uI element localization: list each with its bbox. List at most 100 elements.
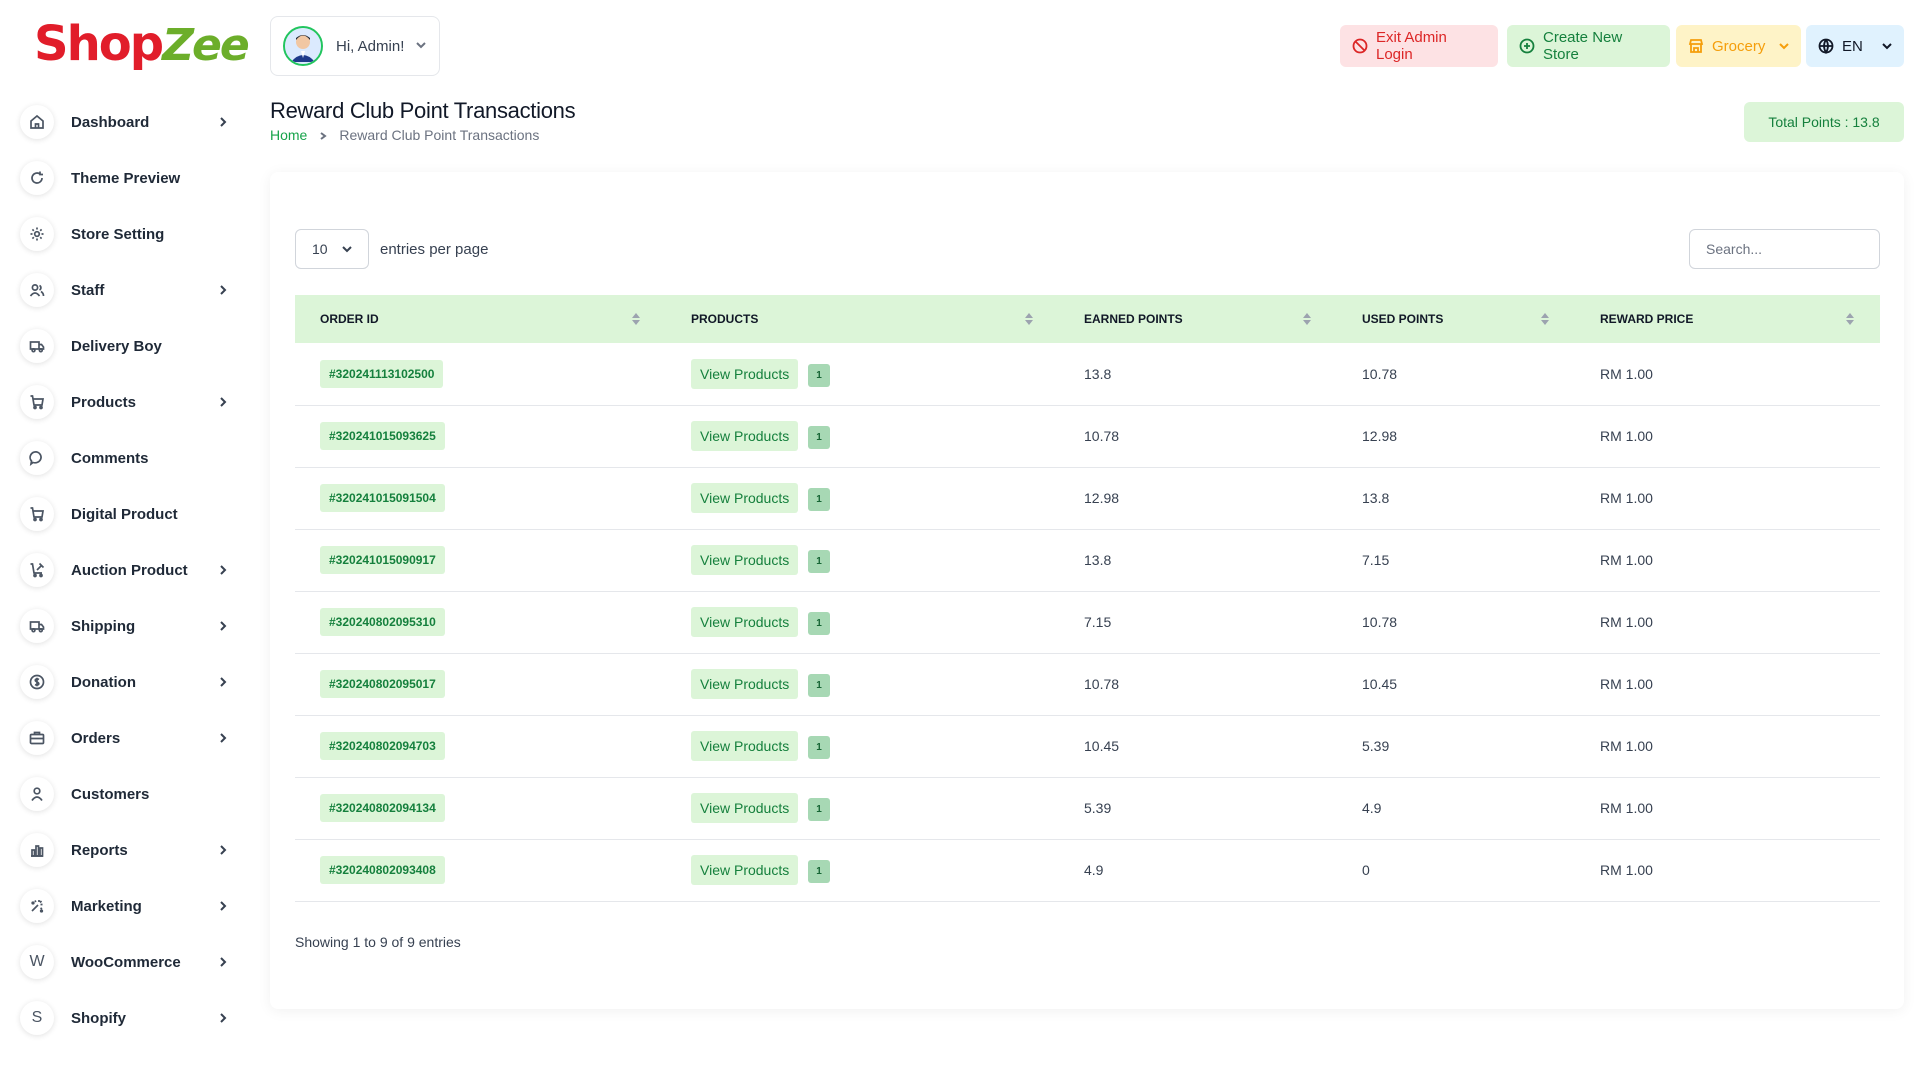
order-id-link[interactable]: #320240802095017 bbox=[320, 670, 445, 698]
shopify-icon: S bbox=[20, 1001, 54, 1035]
products-cell: View Products 1 bbox=[666, 839, 1059, 901]
chevron-down-icon bbox=[341, 246, 352, 253]
shopzee-logo[interactable]: Shop Zee bbox=[34, 16, 250, 76]
product-count-badge: 1 bbox=[808, 673, 830, 697]
ban-icon bbox=[1352, 38, 1368, 54]
earned-points-cell: 13.8 bbox=[1084, 552, 1112, 568]
exit-admin-login-button[interactable]: Exit Admin Login bbox=[1340, 25, 1498, 67]
column-header-reward-price[interactable]: REWARD PRICE bbox=[1575, 295, 1880, 343]
products-cell: View Products 1 bbox=[666, 467, 1059, 529]
table-row: #320241015090917 View Products 1 13.8 7.15 RM… bbox=[295, 529, 1880, 591]
search-input[interactable] bbox=[1689, 229, 1880, 269]
language-dropdown[interactable]: EN bbox=[1806, 25, 1904, 67]
user-menu[interactable]: Hi, Admin! bbox=[270, 16, 440, 76]
sidebar-item-woocommerce[interactable]: W WooCommerce bbox=[20, 934, 230, 990]
sort-icon bbox=[1846, 313, 1854, 325]
products-cell: View Products 1 bbox=[666, 653, 1059, 715]
used-points-cell: 12.98 bbox=[1362, 428, 1398, 444]
view-products-button[interactable]: View Products bbox=[691, 607, 799, 637]
order-id-cell: #320240802093408 bbox=[295, 839, 666, 901]
column-header-earned-points[interactable]: EARNED POINTS bbox=[1059, 295, 1337, 343]
reward-price-cell: RM 1.00 bbox=[1600, 614, 1653, 630]
view-products-button[interactable]: View Products bbox=[691, 855, 799, 885]
table-row: #320240802093408 View Products 1 4.9 0 RM 1.0… bbox=[295, 839, 1880, 901]
order-id-link[interactable]: #320240802094134 bbox=[320, 794, 445, 822]
order-id-cell: #320241015093625 bbox=[295, 405, 666, 467]
store-name: Grocery bbox=[1712, 37, 1766, 55]
sidebar-item-marketing[interactable]: Marketing bbox=[20, 878, 230, 934]
table-info: Showing 1 to 9 of 9 entries bbox=[295, 934, 461, 950]
view-products-button[interactable]: View Products bbox=[691, 358, 799, 389]
chevron-down-icon bbox=[1779, 41, 1789, 51]
chevron-right-icon bbox=[216, 730, 230, 746]
order-id-link[interactable]: #320241015091504 bbox=[320, 484, 445, 512]
product-count-badge: 1 bbox=[808, 859, 830, 883]
entries-per-page-select[interactable]: 10 bbox=[295, 229, 369, 269]
reward-price-cell: RM 1.00 bbox=[1600, 552, 1653, 568]
used-points-cell: 10.45 bbox=[1362, 676, 1398, 692]
used-points-cell: 10.78 bbox=[1362, 365, 1398, 382]
sidebar-item-label: Dashboard bbox=[71, 113, 150, 131]
order-id-link[interactable]: #320240802095310 bbox=[320, 608, 445, 636]
sidebar-item-delivery-boy[interactable]: Delivery Boy bbox=[20, 318, 230, 374]
order-id-cell: #320240802094703 bbox=[295, 715, 666, 777]
view-products-button[interactable]: View Products bbox=[691, 793, 799, 823]
product-count-badge: 1 bbox=[808, 735, 830, 759]
order-id-link[interactable]: #320241113102500 bbox=[320, 359, 444, 388]
earned-points-cell: 10.78 bbox=[1084, 428, 1120, 444]
earned-points-cell: 13.8 bbox=[1084, 365, 1112, 382]
chevron-down-icon bbox=[1882, 41, 1892, 51]
store-switcher-dropdown[interactable]: Grocery bbox=[1676, 25, 1801, 67]
sidebar-item-products[interactable]: Products bbox=[20, 374, 230, 430]
view-products-button[interactable]: View Products bbox=[691, 483, 799, 513]
products-cell: View Products 1 bbox=[666, 405, 1059, 467]
column-header-used-points[interactable]: USED POINTS bbox=[1337, 295, 1575, 343]
sidebar-item-reports[interactable]: Reports bbox=[20, 822, 230, 878]
breadcrumb-home-link[interactable]: Home bbox=[270, 127, 308, 143]
view-products-button[interactable]: View Products bbox=[691, 669, 799, 699]
view-products-button[interactable]: View Products bbox=[691, 545, 799, 575]
products-cell: View Products 1 bbox=[666, 529, 1059, 591]
sidebar-item-store-setting[interactable]: Store Setting bbox=[20, 206, 230, 262]
column-header-products[interactable]: PRODUCTS bbox=[666, 295, 1059, 343]
page-title: Reward Club Point Transactions bbox=[270, 98, 576, 123]
order-id-link[interactable]: #320241015093625 bbox=[320, 422, 445, 450]
column-header-label: PRODUCTS bbox=[691, 312, 759, 326]
sidebar-item-dashboard[interactable]: Dashboard bbox=[20, 94, 230, 150]
column-header-label: REWARD PRICE bbox=[1600, 312, 1694, 326]
used-points-cell: 4.9 bbox=[1362, 800, 1382, 816]
used-points-cell: 0 bbox=[1362, 862, 1370, 878]
chevron-down-icon bbox=[416, 37, 427, 55]
sidebar-item-staff[interactable]: Staff bbox=[20, 262, 230, 318]
chevron-right-icon bbox=[216, 842, 230, 858]
user-greeting: Hi, Admin! bbox=[336, 37, 405, 55]
chevron-right-icon bbox=[216, 394, 230, 410]
order-id-link[interactable]: #320241015090917 bbox=[320, 546, 445, 574]
sidebar-item-shopify[interactable]: S Shopify bbox=[20, 990, 230, 1046]
plus-circle-icon bbox=[1519, 38, 1535, 54]
used-points-cell: 5.39 bbox=[1362, 738, 1390, 754]
sidebar-item-auction-product[interactable]: Auction Product bbox=[20, 542, 230, 598]
column-header-order-id[interactable]: ORDER ID bbox=[295, 295, 666, 343]
sort-icon bbox=[1025, 313, 1033, 325]
truck-icon bbox=[20, 609, 54, 643]
order-id-link[interactable]: #320240802093408 bbox=[320, 856, 445, 884]
sidebar-item-theme-preview[interactable]: Theme Preview bbox=[20, 150, 230, 206]
sidebar-item-shipping[interactable]: Shipping bbox=[20, 598, 230, 654]
order-id-cell: #320240802094134 bbox=[295, 777, 666, 839]
sidebar-item-orders[interactable]: Orders bbox=[20, 710, 230, 766]
reward-price-cell: RM 1.00 bbox=[1600, 428, 1653, 444]
view-products-button[interactable]: View Products bbox=[691, 731, 799, 761]
sidebar-item-digital-product[interactable]: Digital Product bbox=[20, 486, 230, 542]
sidebar-item-customers[interactable]: Customers bbox=[20, 766, 230, 822]
sidebar-item-comments[interactable]: Comments bbox=[20, 430, 230, 486]
sidebar-item-donation[interactable]: Donation bbox=[20, 654, 230, 710]
earned-points-cell: 12.98 bbox=[1084, 490, 1120, 506]
view-products-button[interactable]: View Products bbox=[691, 421, 799, 451]
reward-price-cell: RM 1.00 bbox=[1600, 738, 1653, 754]
create-new-store-button[interactable]: Create New Store bbox=[1507, 25, 1670, 67]
chevron-right-icon bbox=[216, 954, 230, 970]
users-icon bbox=[20, 273, 54, 307]
reward-price-cell: RM 1.00 bbox=[1600, 862, 1653, 878]
order-id-link[interactable]: #320240802094703 bbox=[320, 732, 445, 760]
